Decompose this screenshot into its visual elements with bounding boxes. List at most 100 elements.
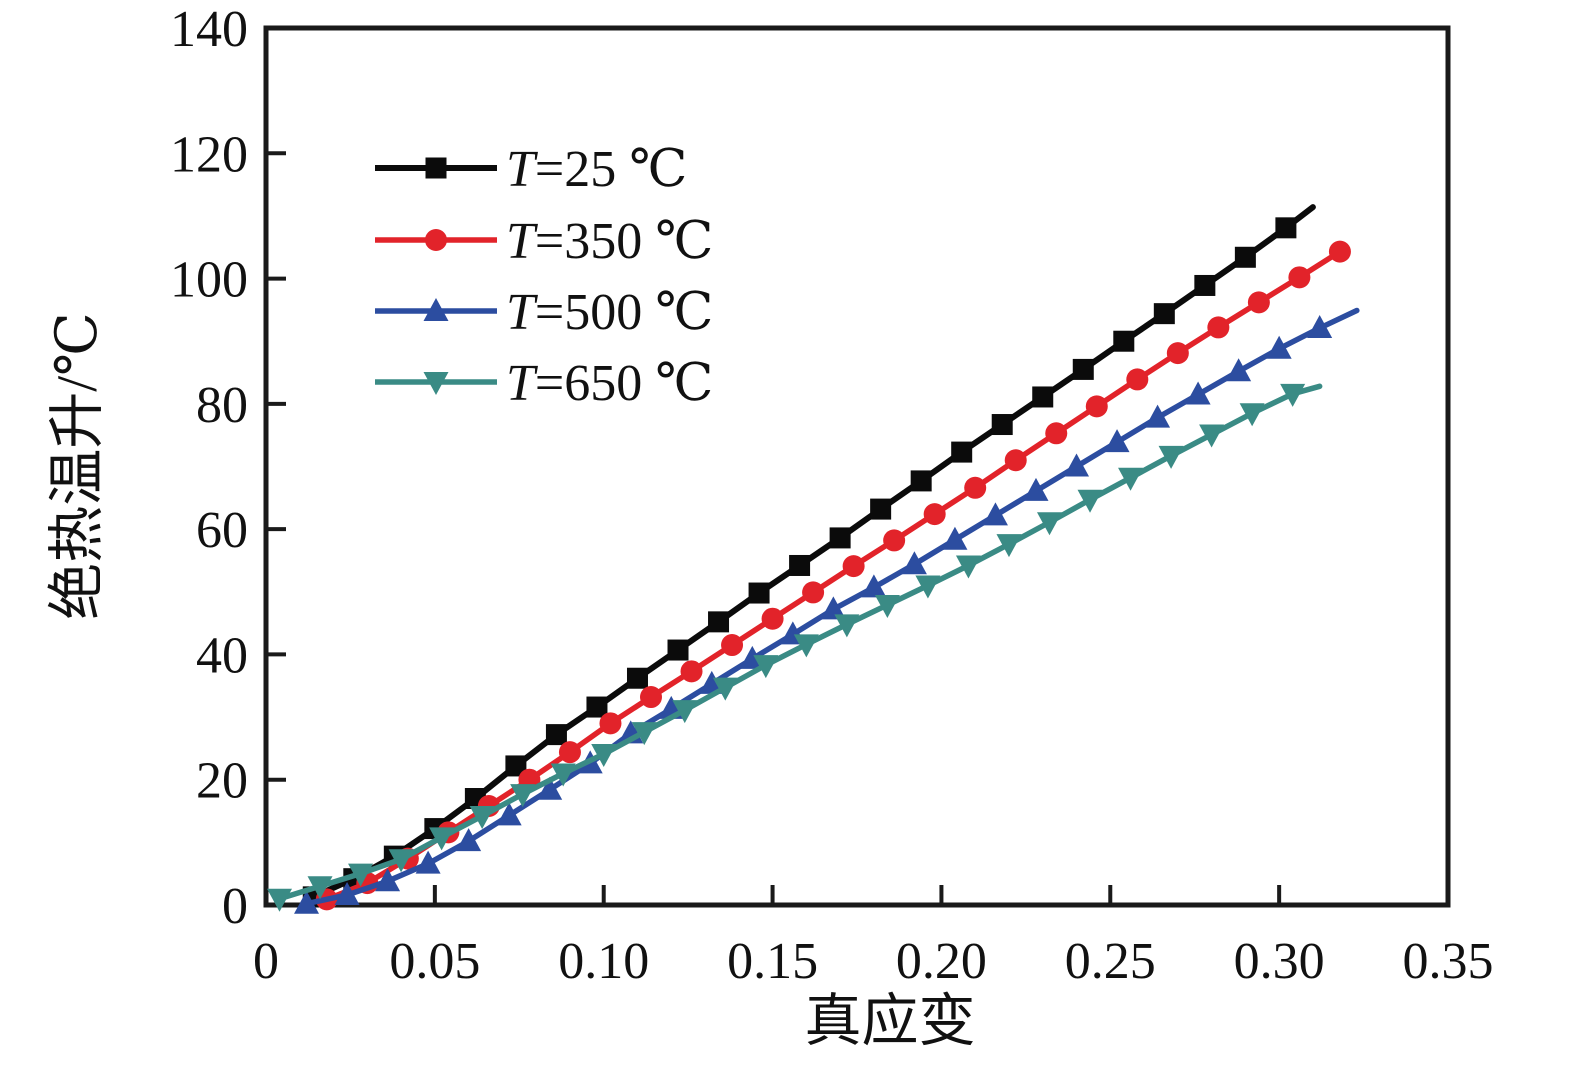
x-axis-title: 真应变 (805, 990, 976, 1053)
series-marker-4 (753, 655, 779, 679)
series-marker-1 (1153, 303, 1175, 325)
series-marker-2 (599, 712, 622, 735)
legend-label-1: T=25 ℃ (506, 141, 687, 198)
series-marker-3 (1023, 477, 1049, 501)
legend-swatch-marker-4 (423, 372, 449, 395)
series-marker-4 (307, 876, 333, 900)
series-marker-1 (1113, 330, 1135, 352)
series-marker-3 (294, 890, 320, 914)
series-marker-4 (1077, 489, 1103, 513)
series-marker-3 (334, 881, 360, 905)
series-marker-2 (1247, 291, 1270, 314)
series-marker-3 (1145, 404, 1171, 428)
series-marker-1 (626, 667, 648, 689)
series-marker-4 (834, 614, 860, 638)
series-marker-3 (820, 596, 846, 620)
series-marker-3 (496, 802, 522, 826)
series-marker-3 (1226, 358, 1252, 382)
y-tick-label-100: 100 (170, 252, 248, 309)
series-marker-2 (1004, 449, 1027, 472)
series-marker-1 (586, 696, 608, 718)
series-marker-1 (951, 441, 973, 463)
series-marker-2 (883, 529, 906, 552)
series-marker-4 (1158, 445, 1184, 469)
series-marker-4 (591, 744, 617, 768)
series-marker-1 (870, 498, 892, 520)
plot-frame (263, 25, 1451, 908)
series-marker-1 (708, 611, 730, 633)
y-tick-label-80: 80 (196, 377, 248, 434)
series-marker-3 (1064, 453, 1090, 477)
series-marker-4 (429, 827, 455, 851)
legend-label-4: T=650 ℃ (506, 355, 713, 412)
series-marker-3 (1266, 335, 1292, 359)
series-marker-2 (1166, 342, 1189, 365)
series-marker-2 (1085, 395, 1108, 418)
series-marker-4 (915, 575, 941, 599)
series-marker-2 (1288, 266, 1311, 289)
x-tick-label-0.05: 0.05 (389, 933, 480, 990)
series-marker-2 (558, 741, 581, 764)
legend-swatch-marker-1 (425, 157, 447, 179)
chart-generated-content: 0 0.05 0.10 0.15 0.20 0.25 0.30 0.35 0 20 40 60 80 10… (170, 1, 1494, 990)
y-tick-label-140: 140 (170, 1, 248, 58)
x-tick-label-0.30: 0.30 (1234, 933, 1325, 990)
y-tick-label-120: 120 (170, 126, 248, 183)
series-marker-3 (1104, 429, 1130, 453)
x-tick-label-0.10: 0.10 (558, 933, 649, 990)
series-marker-1 (1234, 246, 1256, 268)
series-marker-3 (942, 526, 968, 550)
legend-label-3: T=500 ℃ (506, 284, 713, 341)
series-marker-3 (699, 670, 725, 694)
series-marker-3 (1307, 315, 1333, 339)
x-tick-label-0.15: 0.15 (727, 933, 818, 990)
series-marker-4 (672, 700, 698, 724)
y-tick-label-0: 0 (222, 878, 248, 935)
y-tick-label-60: 60 (196, 502, 248, 559)
series-marker-1 (1072, 358, 1094, 380)
series-marker-2 (1126, 368, 1149, 391)
series-marker-4 (1199, 424, 1225, 448)
series-marker-3 (415, 850, 441, 874)
series-marker-1 (748, 582, 770, 604)
x-tick-label-0.35: 0.35 (1403, 933, 1494, 990)
series-marker-2 (761, 607, 784, 630)
series-marker-4 (712, 677, 738, 701)
series-marker-2 (1207, 316, 1230, 339)
series-marker-2 (639, 686, 662, 709)
series-marker-2 (680, 660, 703, 683)
series-marker-4 (469, 806, 495, 830)
y-tick-label-40: 40 (196, 627, 248, 684)
series-marker-1 (667, 639, 689, 661)
series-marker-1 (910, 470, 932, 492)
series-marker-2 (964, 476, 987, 499)
series-marker-2 (1045, 422, 1068, 445)
series-marker-3 (456, 828, 482, 852)
series-marker-4 (631, 722, 657, 746)
series-marker-1 (829, 527, 851, 549)
series-marker-2 (802, 581, 825, 604)
series-marker-4 (348, 863, 374, 887)
series-marker-3 (861, 574, 887, 598)
series-marker-4 (510, 784, 536, 808)
series-marker-3 (537, 776, 563, 800)
series-marker-4 (874, 594, 900, 618)
series-marker-3 (982, 502, 1008, 526)
series-marker-1 (1032, 386, 1054, 408)
series-marker-3 (901, 551, 927, 575)
legend-label-2: T=350 ℃ (506, 213, 713, 270)
legend-swatch-marker-2 (425, 229, 447, 251)
series-marker-4 (267, 888, 293, 912)
series-marker-4 (550, 763, 576, 787)
series-marker-2 (721, 634, 744, 657)
series-marker-1 (1275, 217, 1297, 239)
x-tick-label-0.25: 0.25 (1065, 933, 1156, 990)
y-axis-title: 绝热温升/℃ (46, 312, 109, 620)
series-marker-4 (1036, 512, 1062, 536)
series-marker-4 (1239, 403, 1265, 427)
legend-swatch-marker-3 (423, 298, 449, 321)
series-marker-4 (996, 534, 1022, 558)
series-marker-1 (505, 755, 527, 777)
series-marker-4 (793, 634, 819, 658)
